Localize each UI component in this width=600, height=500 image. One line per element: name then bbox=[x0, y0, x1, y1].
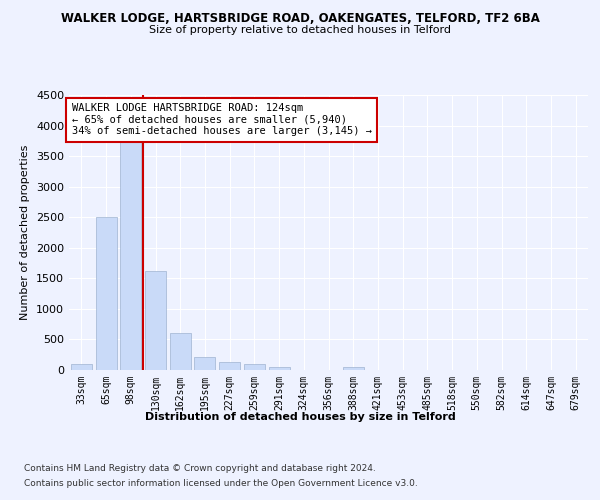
Text: WALKER LODGE, HARTSBRIDGE ROAD, OAKENGATES, TELFORD, TF2 6BA: WALKER LODGE, HARTSBRIDGE ROAD, OAKENGAT… bbox=[61, 12, 539, 26]
Text: Distribution of detached houses by size in Telford: Distribution of detached houses by size … bbox=[145, 412, 455, 422]
Text: Contains HM Land Registry data © Crown copyright and database right 2024.: Contains HM Land Registry data © Crown c… bbox=[24, 464, 376, 473]
Text: Size of property relative to detached houses in Telford: Size of property relative to detached ho… bbox=[149, 25, 451, 35]
Bar bbox=[71, 364, 92, 370]
Bar bbox=[170, 334, 191, 370]
Text: WALKER LODGE HARTSBRIDGE ROAD: 124sqm
← 65% of detached houses are smaller (5,94: WALKER LODGE HARTSBRIDGE ROAD: 124sqm ← … bbox=[71, 104, 371, 136]
Bar bbox=[343, 366, 364, 370]
Bar bbox=[194, 356, 215, 370]
Bar bbox=[269, 367, 290, 370]
Y-axis label: Number of detached properties: Number of detached properties bbox=[20, 145, 31, 320]
Bar bbox=[95, 217, 116, 370]
Bar bbox=[219, 362, 240, 370]
Bar bbox=[244, 364, 265, 370]
Text: Contains public sector information licensed under the Open Government Licence v3: Contains public sector information licen… bbox=[24, 479, 418, 488]
Bar bbox=[120, 138, 141, 370]
Bar bbox=[145, 271, 166, 370]
